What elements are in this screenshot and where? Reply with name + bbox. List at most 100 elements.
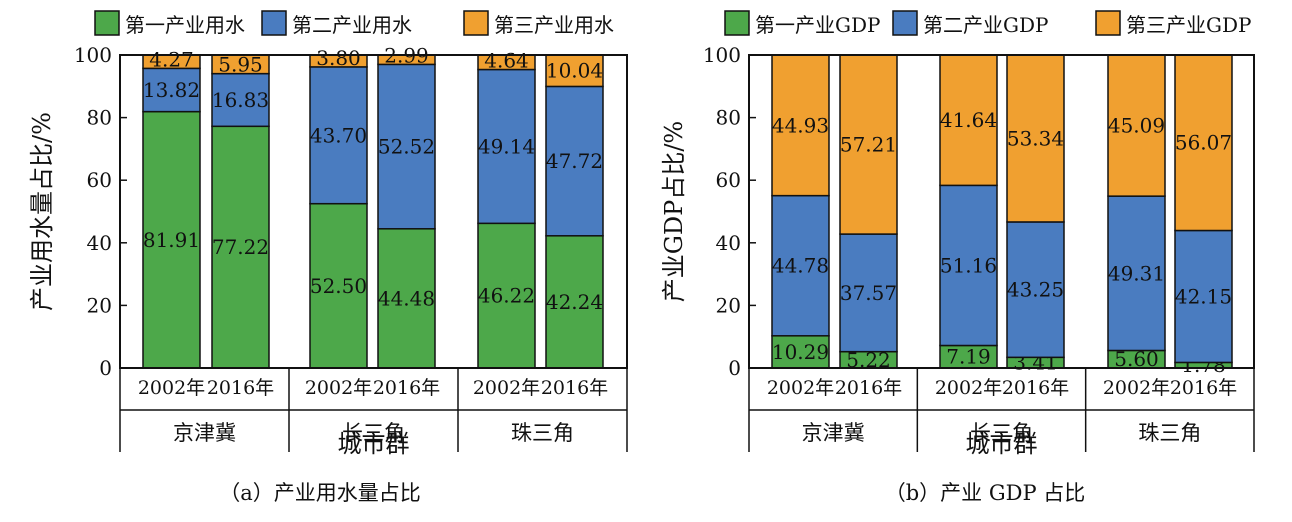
bar-segment — [1107, 54, 1166, 197]
legend-swatch-2 — [261, 10, 287, 36]
category-label: 2002年 — [935, 377, 1002, 399]
bar-segment — [142, 110, 201, 369]
legend-label-3: 第三产业GDP — [1126, 13, 1251, 37]
data-label: 42.15 — [1175, 284, 1232, 308]
category-label: 2002年 — [1103, 377, 1170, 399]
bar-segment — [1006, 54, 1065, 223]
bar-segment — [939, 54, 998, 187]
bar-segment — [771, 194, 830, 337]
data-label: 56.07 — [1175, 131, 1232, 155]
legend-swatch-1 — [724, 10, 750, 36]
data-label: 10.04 — [546, 59, 603, 83]
data-label: 45.09 — [1108, 114, 1165, 138]
bar-segment — [771, 54, 830, 197]
data-label: 47.72 — [546, 149, 603, 173]
legend-swatch-1 — [94, 10, 120, 36]
data-label: 49.14 — [478, 134, 535, 158]
data-label: 44.78 — [772, 254, 829, 278]
legend-swatch-3 — [1095, 10, 1121, 36]
data-label: 10.29 — [772, 340, 829, 364]
data-label: 52.50 — [310, 274, 367, 298]
figure-caption: （b）产业 GDP 占比 — [885, 481, 1086, 505]
data-label: 51.16 — [940, 253, 997, 277]
bar-segment — [309, 66, 368, 205]
x-axis-title: 城市群 — [338, 430, 410, 458]
data-label: 41.64 — [940, 108, 997, 132]
data-label: 16.83 — [212, 88, 269, 112]
y-axis-title: 产业用水量占比/% — [28, 112, 56, 311]
figure-caption: （a）产业用水量占比 — [219, 481, 421, 505]
chart-a: 第一产业用水 第二产业用水 第三产业用水 81.91 13.82 4.27 77.22 16.… — [28, 10, 628, 505]
legend-label-2: 第二产业GDP — [923, 13, 1048, 37]
bar-segment — [477, 222, 536, 369]
data-label: 44.48 — [378, 286, 435, 310]
y-axis-title: 产业GDP占比/% — [660, 121, 688, 302]
legend-label-2: 第二产业用水 — [292, 13, 412, 37]
plot-frame — [119, 54, 628, 369]
bar-segment — [477, 68, 536, 225]
y-tick-label: 100 — [74, 43, 112, 67]
data-label: 4.64 — [484, 49, 529, 73]
data-label: 81.91 — [143, 228, 200, 252]
data-label: 44.93 — [772, 113, 829, 137]
category-label: 2016年 — [541, 377, 608, 399]
data-label: 13.82 — [143, 78, 200, 102]
y-tick-label: 0 — [728, 356, 741, 380]
data-label: 5.95 — [218, 53, 263, 77]
bar-segment — [1006, 221, 1065, 359]
category-label: 2002年 — [305, 377, 372, 399]
y-tick-label: 20 — [87, 293, 112, 317]
group-label: 京津冀 — [173, 421, 236, 445]
bar-segment — [545, 85, 604, 237]
bar-segment — [839, 233, 898, 353]
plot-frame — [748, 54, 1255, 369]
data-label: 46.22 — [478, 284, 535, 308]
bar-segment — [771, 335, 830, 369]
bar-segment — [142, 67, 201, 113]
y-tick-label: 40 — [87, 231, 112, 255]
data-label: 52.52 — [378, 135, 435, 159]
bar-segment — [309, 202, 368, 369]
group-label: 珠三角 — [511, 421, 574, 445]
data-label: 7.19 — [946, 345, 991, 369]
data-label: 37.57 — [840, 281, 897, 305]
y-tick-label: 80 — [716, 106, 741, 130]
y-tick-label: 60 — [87, 168, 112, 192]
data-label: 49.31 — [1108, 261, 1165, 285]
bar-segment — [1174, 229, 1233, 364]
group-label: 京津冀 — [802, 421, 865, 445]
y-tick-label: 100 — [703, 43, 741, 67]
legend-swatch-3 — [463, 10, 489, 36]
data-label: 43.70 — [310, 123, 367, 147]
bar-segment — [939, 184, 998, 347]
bar-segment — [377, 63, 436, 230]
legend-label-3: 第三产业用水 — [494, 13, 614, 37]
data-label: 42.24 — [546, 290, 603, 314]
legend-label-1: 第一产业用水 — [125, 13, 245, 37]
category-label: 2016年 — [1002, 377, 1069, 399]
category-label: 2002年 — [767, 377, 834, 399]
category-label: 2002年 — [138, 377, 205, 399]
data-label: 4.27 — [149, 47, 194, 71]
bar-segment — [211, 125, 270, 369]
y-tick-label: 80 — [87, 106, 112, 130]
bar-segment — [211, 72, 270, 128]
data-label: 43.25 — [1007, 278, 1064, 302]
category-label: 2002年 — [473, 377, 540, 399]
bar-segment — [1174, 54, 1233, 232]
y-tick-label: 0 — [99, 356, 112, 380]
group-label: 长三角 — [342, 421, 405, 445]
category-label: 2016年 — [373, 377, 440, 399]
data-label: 3.80 — [316, 46, 361, 70]
bar-segment — [545, 235, 604, 369]
y-tick-label: 20 — [716, 293, 741, 317]
y-tick-label: 40 — [716, 231, 741, 255]
legend-swatch-2 — [892, 10, 918, 36]
category-label: 2016年 — [1170, 377, 1237, 399]
data-label: 77.22 — [212, 235, 269, 259]
bar-segment — [839, 54, 898, 235]
group-label: 长三角 — [970, 421, 1033, 445]
data-label: 53.34 — [1007, 126, 1064, 150]
